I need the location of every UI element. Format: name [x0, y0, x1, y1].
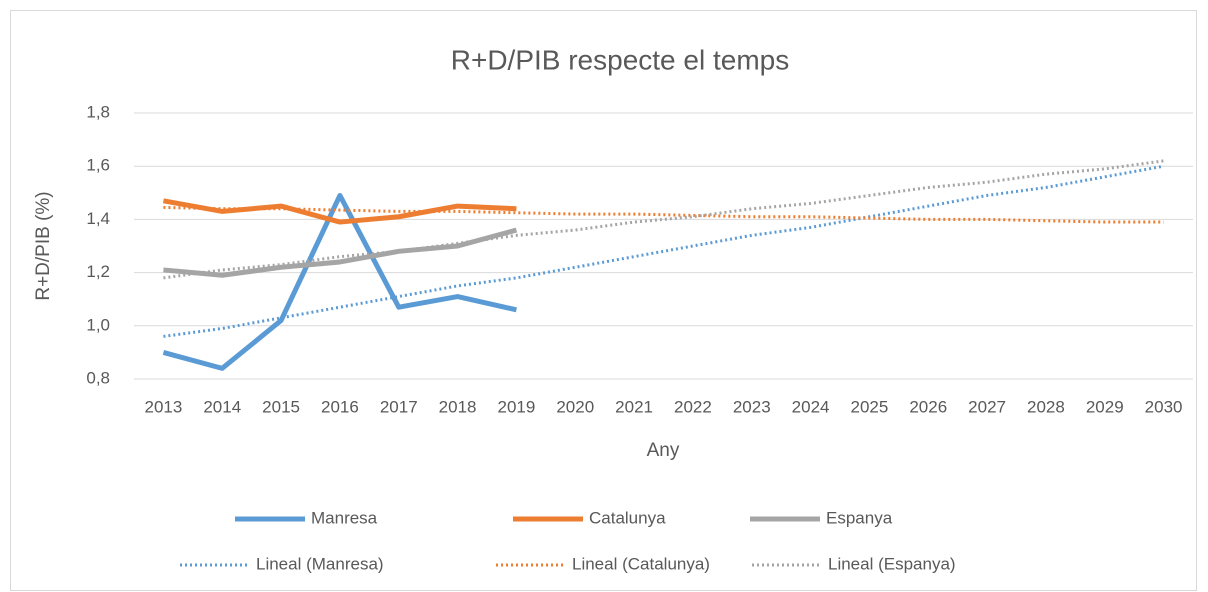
x-tick-label: 2028 [1027, 397, 1065, 416]
x-axis-label: Any [647, 440, 680, 461]
x-tick-label: 2021 [615, 397, 653, 416]
x-tick-label: 2026 [909, 397, 947, 416]
x-tick-label: 2014 [203, 397, 241, 416]
legend-label: Espanya [826, 508, 893, 527]
x-tick-label: 2015 [262, 397, 300, 416]
y-tick-label: 1,4 [86, 209, 110, 228]
chart-title: R+D/PIB respecte el temps [451, 44, 789, 75]
x-tick-label: 2013 [145, 397, 183, 416]
y-tick-label: 1,0 [86, 315, 110, 334]
x-tick-label: 2025 [851, 397, 889, 416]
legend-label: Lineal (Espanya) [828, 554, 956, 573]
legend-label: Catalunya [589, 508, 666, 527]
series-line [162, 198, 517, 225]
series-line [163, 164, 1164, 338]
y-tick-label: 1,8 [86, 102, 110, 121]
x-tick-label: 2020 [556, 397, 594, 416]
x-tick-label: 2030 [1145, 397, 1183, 416]
y-tick-label: 1,2 [86, 262, 110, 281]
legend-label: Lineal (Manresa) [256, 554, 384, 573]
x-tick-label: 2023 [733, 397, 771, 416]
legend-label: Manresa [311, 508, 378, 527]
x-tick-label: 2017 [380, 397, 418, 416]
x-tick-label: 2019 [498, 397, 536, 416]
y-tick-label: 0,8 [86, 368, 110, 387]
series-line [163, 205, 1164, 224]
x-tick-label: 2022 [674, 397, 712, 416]
x-tick-label: 2027 [968, 397, 1006, 416]
x-tick-label: 2029 [1086, 397, 1124, 416]
x-tick-label: 2018 [439, 397, 477, 416]
chart-frame [10, 10, 1197, 591]
y-axis-label: R+D/PIB (%) [33, 191, 54, 300]
y-tick-label: 1,6 [86, 156, 110, 175]
series-line [162, 192, 517, 371]
legend-label: Lineal (Catalunya) [572, 554, 710, 573]
x-tick-label: 2016 [321, 397, 359, 416]
series-line [163, 227, 518, 278]
x-tick-label: 2024 [792, 397, 830, 416]
